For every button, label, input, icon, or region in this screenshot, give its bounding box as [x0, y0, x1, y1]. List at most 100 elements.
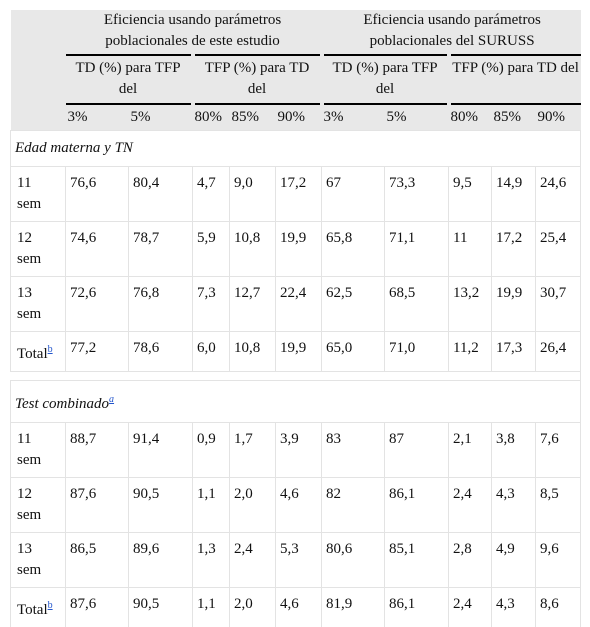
table-cell: 2,8 — [449, 533, 492, 588]
group-header-this-study: Eficiencia usando parámetros poblacional… — [66, 10, 322, 55]
row-label: 12 — [17, 230, 32, 246]
table-cell: 65,8 — [322, 222, 385, 277]
table-cell: 77,2 — [66, 332, 129, 372]
table-cell: 1,3 — [193, 533, 230, 588]
table-cell: 8,5 — [536, 478, 581, 533]
table-cell: 9,5 — [449, 167, 492, 222]
row-label: 13 — [17, 285, 32, 301]
table-cell: 24,6 — [536, 167, 581, 222]
column-header: 3% — [322, 104, 385, 131]
table-cell: 87,6 — [66, 588, 129, 627]
table-cell: 90,5 — [129, 588, 193, 627]
column-header: 80% — [449, 104, 492, 131]
table-cell: 78,7 — [129, 222, 193, 277]
table-cell: 26,4 — [536, 332, 581, 372]
footnote-marker: a — [109, 391, 114, 405]
table-cell: 11,2 — [449, 332, 492, 372]
row-label-unit: sem — [17, 304, 62, 325]
table-cell: 13,2 — [449, 277, 492, 332]
table-cell: 5,9 — [193, 222, 230, 277]
table-cell: 91,4 — [129, 423, 193, 478]
table-cell: 6,0 — [193, 332, 230, 372]
table-cell: 1,1 — [193, 588, 230, 627]
table-cell: 4,6 — [276, 478, 322, 533]
table-cell: 87 — [385, 423, 449, 478]
table-cell: 1,1 — [193, 478, 230, 533]
section-title: Edad materna y TN — [15, 140, 133, 156]
subheader-tfp-this-study: TFP (%) para TD del — [193, 55, 322, 104]
table-cell: 67 — [322, 167, 385, 222]
efficiency-table: Eficiencia usando parámetros poblacional… — [10, 10, 581, 627]
column-header: 5% — [385, 104, 449, 131]
table-cell: 4,3 — [492, 478, 536, 533]
section-title-cell: Test combinadoa — [11, 381, 581, 423]
table-cell: 89,6 — [129, 533, 193, 588]
table-cell: 25,4 — [536, 222, 581, 277]
table-cell: 4,6 — [276, 588, 322, 627]
row-label-cell: Totalb — [11, 588, 66, 627]
table-cell: 62,5 — [322, 277, 385, 332]
table-cell: 4,9 — [492, 533, 536, 588]
row-label: 11 — [17, 175, 31, 191]
table-cell: 3,9 — [276, 423, 322, 478]
table-cell: 88,7 — [66, 423, 129, 478]
group-header-suruss: Eficiencia usando parámetros poblacional… — [322, 10, 581, 55]
table-cell: 2,1 — [449, 423, 492, 478]
row-label-cell: Totalb — [11, 332, 66, 372]
table-cell: 71,0 — [385, 332, 449, 372]
table-cell: 22,4 — [276, 277, 322, 332]
subheader-td-suruss: TD (%) para TFP del — [322, 55, 449, 104]
table-cell: 82 — [322, 478, 385, 533]
table-cell: 4,7 — [193, 167, 230, 222]
table-cell: 86,5 — [66, 533, 129, 588]
table-cell: 19,9 — [276, 332, 322, 372]
table-cell: 80,4 — [129, 167, 193, 222]
footnote-marker: b — [48, 597, 53, 611]
table-cell: 2,4 — [449, 588, 492, 627]
corner-header-cell — [11, 10, 66, 131]
table-cell: 3,8 — [492, 423, 536, 478]
row-label: 12 — [17, 486, 32, 502]
table-cell: 10,8 — [230, 222, 276, 277]
table-cell: 14,9 — [492, 167, 536, 222]
table-cell: 65,0 — [322, 332, 385, 372]
section-spacer — [11, 372, 581, 381]
table-cell: 68,5 — [385, 277, 449, 332]
table-cell: 17,2 — [492, 222, 536, 277]
table-cell: 11 — [449, 222, 492, 277]
table-cell: 71,1 — [385, 222, 449, 277]
table-cell: 87,6 — [66, 478, 129, 533]
table-cell: 76,6 — [66, 167, 129, 222]
row-label: 11 — [17, 431, 31, 447]
footnote-link[interactable]: a — [109, 394, 114, 405]
row-label-unit: sem — [17, 450, 62, 471]
table-cell: 73,3 — [385, 167, 449, 222]
column-header: 3% — [66, 104, 129, 131]
table-cell: 72,6 — [66, 277, 129, 332]
footnote-link[interactable]: b — [48, 344, 53, 355]
table-cell: 10,8 — [230, 332, 276, 372]
table-cell: 5,3 — [276, 533, 322, 588]
spacer-cell — [11, 372, 581, 381]
column-header: 90% — [276, 104, 322, 131]
table-cell: 86,1 — [385, 588, 449, 627]
footnote-marker: b — [48, 341, 53, 355]
footnote-link[interactable]: b — [48, 600, 53, 611]
table-cell: 19,9 — [492, 277, 536, 332]
table-cell: 12,7 — [230, 277, 276, 332]
section-header-row: Test combinadoa — [11, 381, 581, 423]
subheader-tfp-suruss: TFP (%) para TD del — [449, 55, 581, 104]
table-cell: 30,7 — [536, 277, 581, 332]
table-cell: 8,6 — [536, 588, 581, 627]
subheader-td-this-study: TD (%) para TFP del — [66, 55, 193, 104]
